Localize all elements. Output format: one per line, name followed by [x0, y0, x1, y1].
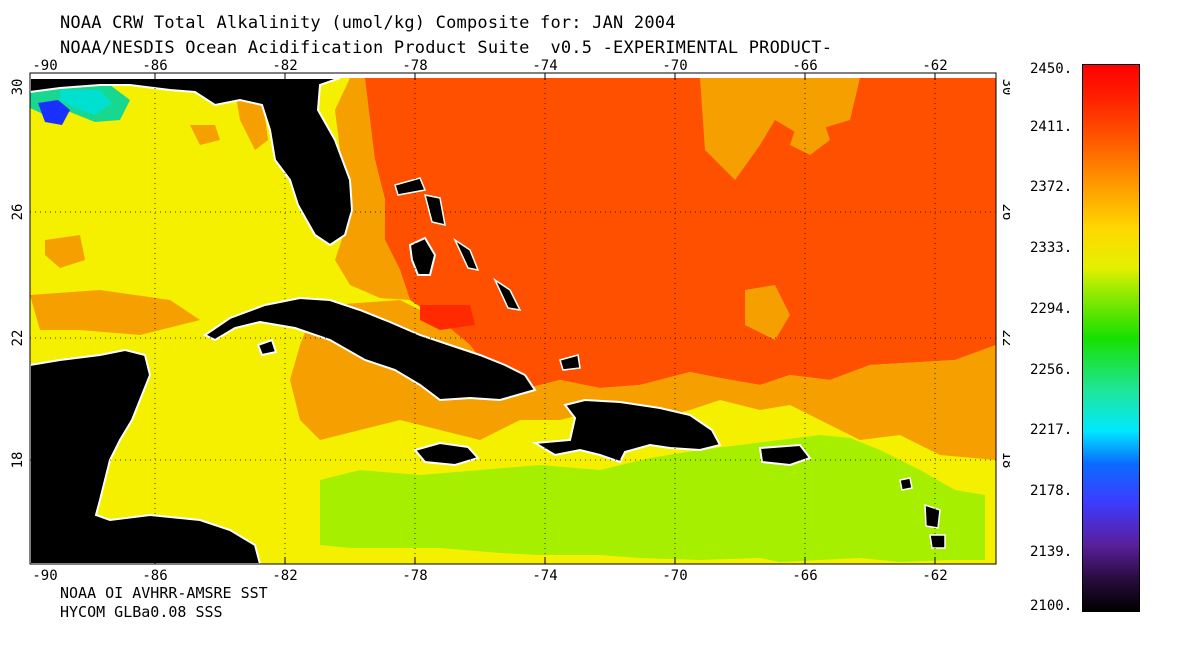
eleuthera	[453, 237, 480, 272]
colorbar-label: 2411.	[1030, 119, 1073, 135]
mississippi-plume-blue	[38, 100, 70, 125]
lat-label-left: 26	[10, 204, 26, 221]
isle-of-youth-land	[256, 338, 278, 357]
caribbean-orange-band	[290, 300, 996, 460]
colorbar-label: 2100.	[1030, 598, 1073, 614]
caribbean-low-alkalinity-region	[320, 435, 985, 562]
lon-label-top: -86	[142, 58, 167, 74]
mississippi-plume-cyan	[60, 90, 112, 115]
gulf-orange-patch-1	[45, 235, 85, 268]
colorbar-label: 2217.	[1030, 422, 1073, 438]
lat-label-right: 26	[999, 204, 1010, 221]
colorbar-label: 2450.	[1030, 61, 1073, 77]
yucatan-land	[29, 348, 262, 565]
lon-label-top: -90	[32, 58, 57, 74]
lon-label-bottom: -82	[272, 568, 297, 580]
lon-label-top: -70	[662, 58, 687, 74]
abaco	[423, 194, 446, 226]
colorbar-label: 2256.	[1030, 362, 1073, 378]
trinidad-tobago	[929, 534, 946, 549]
atlantic-orange-region-east	[790, 110, 830, 155]
lon-label-top: -78	[402, 58, 427, 74]
alkalinity-map: -90 -86 -82 -78 -74 -70 -66 -62 -90 -86 …	[10, 58, 1010, 580]
map-frame	[29, 72, 997, 565]
lat-label-right: 18	[999, 452, 1010, 469]
andros-island	[408, 236, 437, 276]
long-island-bahamas	[493, 277, 522, 311]
gulf-orange-patch-3	[30, 290, 200, 335]
colorbar-label: 2178.	[1030, 483, 1073, 499]
colorbar-label: 2294.	[1030, 301, 1073, 317]
lon-label-top: -66	[792, 58, 817, 74]
lat-label-left: 30	[10, 79, 26, 96]
inagua	[559, 354, 581, 371]
puerto-rico-land	[758, 443, 812, 467]
lon-label-bottom: -90	[32, 568, 57, 580]
colorbar-label: 2372.	[1030, 179, 1073, 195]
lat-label-left: 18	[10, 452, 26, 469]
lat-label-left: 22	[10, 330, 26, 347]
florida-strait-orange	[335, 78, 410, 300]
lon-label-top: -74	[532, 58, 557, 74]
lon-label-bottom: -70	[662, 568, 687, 580]
lon-label-bottom: -74	[532, 568, 557, 580]
map-title: NOAA CRW Total Alkalinity (umol/kg) Comp…	[60, 13, 676, 33]
cuba-land	[203, 296, 537, 402]
lon-label-bottom: -62	[922, 568, 947, 580]
lon-label-bottom: -66	[792, 568, 817, 580]
colorbar-label: 2139.	[1030, 544, 1073, 560]
footer-sss-source: HYCOM GLBa0.08 SSS	[60, 603, 223, 621]
hispaniola-land	[531, 398, 722, 464]
atlantic-orange-region-center	[745, 285, 790, 340]
lon-label-top: -62	[922, 58, 947, 74]
frame-ticks	[154, 73, 936, 564]
lon-label-top: -82	[272, 58, 297, 74]
lon-label-bottom: -86	[142, 568, 167, 580]
colorbar-label: 2333.	[1030, 240, 1073, 256]
colorbar	[1082, 64, 1140, 612]
atlantic-orange-region-north	[700, 78, 860, 180]
bahamas-red-patch	[420, 305, 475, 330]
gulf-orange-patch-2	[190, 125, 220, 145]
grand-bahama	[394, 177, 427, 196]
lon-label-bottom: -78	[402, 568, 427, 580]
lat-label-right: 30	[999, 79, 1010, 96]
graticule	[30, 78, 996, 564]
lat-label-right: 22	[999, 330, 1010, 347]
map-subtitle: NOAA/NESDIS Ocean Acidification Product …	[60, 38, 833, 58]
florida-gulf-coast-land	[29, 77, 354, 247]
footer-sst-source: NOAA OI AVHRR-AMSRE SST	[60, 584, 268, 602]
atlantic-high-alkalinity-region	[365, 78, 996, 390]
lesser-antilles-1	[899, 477, 913, 491]
